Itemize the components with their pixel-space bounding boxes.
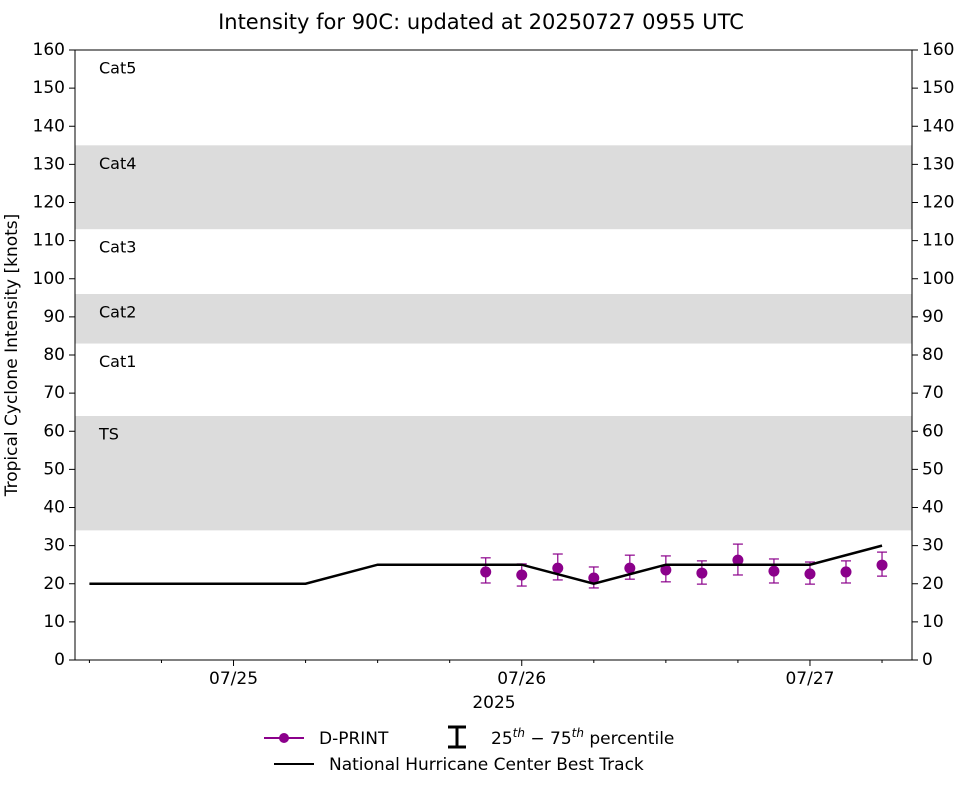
legend-label: National Hurricane Center Best Track (329, 755, 644, 775)
legend-text-part: − 75 (525, 729, 572, 749)
y2-tick-label: 130 (922, 154, 954, 174)
category-label: TS (98, 425, 119, 444)
dprint-point (804, 568, 816, 580)
y-tick-label: 160 (33, 40, 65, 60)
legend-label: 25th − 75th percentile (491, 726, 674, 750)
y2-tick-label: 160 (922, 40, 954, 60)
y2-tick-label: 30 (922, 536, 944, 556)
legend-text-part: percentile (584, 729, 674, 749)
y2-tick-label: 10 (922, 612, 944, 632)
x-axis-label: 2025 (472, 693, 515, 713)
dprint-point (660, 564, 672, 576)
category-band (75, 416, 912, 531)
y2-tick-label: 20 (922, 574, 944, 594)
y-tick-label: 0 (54, 650, 65, 670)
category-label: Cat1 (99, 352, 136, 371)
y-axis-label: Tropical Cyclone Intensity [knots] (2, 214, 22, 498)
y-tick-label: 100 (33, 269, 65, 289)
y-tick-label: 80 (43, 345, 65, 365)
category-label: Cat2 (99, 303, 136, 322)
y2-tick-label: 150 (922, 78, 954, 98)
y2-tick-label: 80 (922, 345, 944, 365)
category-label: Cat3 (99, 238, 136, 257)
y-tick-label: 40 (43, 498, 65, 518)
y2-tick-label: 40 (922, 498, 944, 518)
y-tick-label: 10 (43, 612, 65, 632)
dprint-point (840, 566, 852, 578)
dprint-point (552, 562, 564, 574)
dprint-point (480, 566, 492, 578)
x-tick-label: 07/25 (209, 669, 258, 689)
y-tick-label: 150 (33, 78, 65, 98)
x-tick-label: 07/27 (785, 669, 834, 689)
y2-tick-label: 100 (922, 269, 954, 289)
dprint-point (624, 562, 636, 574)
plot-frame (74, 49, 913, 661)
y-tick-label: 140 (33, 116, 65, 136)
y-tick-label: 70 (43, 383, 65, 403)
y2-tick-label: 140 (922, 116, 954, 136)
dprint-point (696, 567, 708, 579)
x-tick-label: 07/26 (497, 669, 546, 689)
category-band (75, 294, 912, 344)
y-tick-label: 30 (43, 536, 65, 556)
chart-title: Intensity for 90C: updated at 20250727 0… (218, 10, 744, 34)
legend-text-part: th (572, 726, 584, 740)
dprint-point (732, 554, 744, 566)
y-tick-label: 50 (43, 459, 65, 479)
legend-text-part: th (513, 726, 525, 740)
y-tick-label: 130 (33, 154, 65, 174)
legend-text-part: 25 (491, 729, 513, 749)
legend-marker (279, 733, 289, 743)
dprint-point (768, 565, 780, 577)
y2-tick-label: 120 (922, 193, 954, 213)
y2-tick-label: 60 (922, 421, 944, 441)
y-tick-label: 90 (43, 307, 65, 327)
y2-tick-label: 90 (922, 307, 944, 327)
category-label: Cat4 (99, 154, 136, 173)
y-tick-label: 20 (43, 574, 65, 594)
y2-tick-label: 70 (922, 383, 944, 403)
y-tick-label: 120 (33, 193, 65, 213)
dprint-point (588, 572, 600, 584)
category-band (75, 145, 912, 230)
y-tick-label: 110 (33, 231, 65, 251)
category-label: Cat5 (99, 59, 136, 78)
best-track-line (89, 544, 883, 586)
dprint-point (516, 569, 528, 581)
y-tick-label: 60 (43, 421, 65, 441)
y2-tick-label: 50 (922, 459, 944, 479)
legend-label: D-PRINT (319, 729, 389, 749)
dprint-point (876, 559, 888, 571)
y2-tick-label: 110 (922, 231, 954, 251)
y2-tick-label: 0 (922, 650, 933, 670)
